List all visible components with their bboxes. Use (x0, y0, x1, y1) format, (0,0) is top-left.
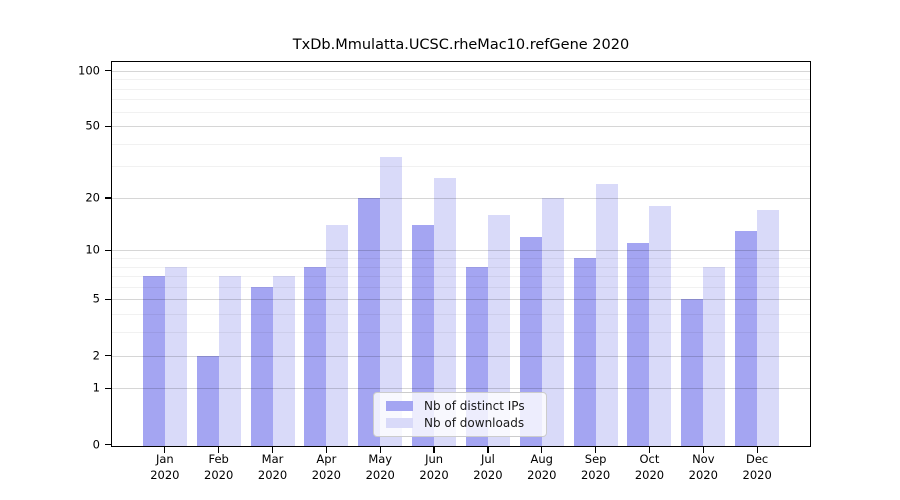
x-tick-year: 2020 (365, 467, 395, 482)
y-tick-label-5: 5 (92, 291, 100, 306)
bar-distinct-ips-mar (250, 286, 273, 447)
bar-distinct-ips-jan (142, 276, 165, 447)
legend-label-downloads: Nb of downloads (424, 416, 525, 431)
x-tick-month: Aug (530, 452, 553, 466)
x-tick-mark-apr (325, 447, 327, 453)
legend-item-distinct-ips: Nb of distinct IPs (386, 399, 540, 413)
x-tick-month: Sep (584, 452, 607, 466)
bar-downloads-aug (541, 197, 564, 447)
x-tick-mark-dec (756, 447, 758, 453)
y-tick-label-50: 50 (85, 118, 100, 133)
x-tick-month: Nov (692, 452, 715, 466)
bar-distinct-ips-sep (573, 258, 596, 447)
x-tick-year: 2020 (204, 467, 234, 482)
x-tick-month: Feb (208, 452, 229, 466)
bar-distinct-ips-feb (196, 355, 219, 447)
bar-distinct-ips-apr (304, 266, 327, 447)
x-tick-mark-jan (164, 447, 166, 453)
bar-downloads-dec (757, 210, 780, 447)
x-tick-year: 2020 (527, 467, 557, 482)
bar-downloads-jul (487, 215, 510, 447)
x-tick-label-jun: Jun 2020 (404, 452, 464, 483)
x-tick-mark-jul (487, 447, 489, 453)
y-tick-mark-20 (105, 197, 111, 199)
x-tick-mark-nov (702, 447, 704, 453)
x-tick-year: 2020 (150, 467, 180, 482)
bars-layer (111, 61, 811, 447)
x-tick-mark-aug (541, 447, 543, 453)
x-tick-month: Dec (746, 452, 769, 466)
y-tick-label-0: 0 (92, 437, 100, 451)
x-tick-month: Jul (480, 452, 495, 466)
bar-downloads-apr (326, 225, 349, 447)
bar-distinct-ips-nov (681, 299, 704, 447)
y-tick-label-10: 10 (85, 242, 100, 257)
bar-downloads-may (380, 156, 403, 447)
x-tick-label-apr: Apr 2020 (296, 452, 356, 483)
x-tick-label-jul: Jul 2020 (458, 452, 518, 483)
x-tick-label-oct: Oct 2020 (619, 452, 679, 483)
chart-title: TxDb.Mmulatta.UCSC.rheMac10.refGene 2020 (292, 37, 630, 53)
bar-downloads-jun (434, 177, 457, 447)
bar-downloads-feb (218, 276, 241, 447)
legend-swatch-downloads (386, 418, 413, 429)
bar-downloads-mar (272, 276, 295, 447)
x-tick-label-jan: Jan 2020 (135, 452, 195, 483)
x-tick-label-sep: Sep 2020 (566, 452, 626, 483)
x-tick-year: 2020 (688, 467, 718, 482)
y-tick-mark-5 (105, 298, 111, 300)
x-tick-mark-oct (648, 447, 651, 453)
y-tick-mark-1 (105, 387, 111, 389)
y-tick-mark-100 (105, 70, 111, 72)
y-tick-mark-0 (105, 443, 111, 446)
x-tick-month: Jan (155, 452, 174, 466)
legend: Nb of distinct IPs Nb of downloads (373, 392, 547, 437)
y-tick-mark-50 (105, 125, 111, 127)
bar-distinct-ips-may (358, 197, 381, 447)
x-tick-year: 2020 (634, 467, 665, 482)
x-tick-label-dec: Dec 2020 (727, 452, 787, 483)
legend-item-downloads: Nb of downloads (386, 416, 540, 430)
x-tick-label-mar: Mar 2020 (243, 452, 303, 483)
x-tick-month: May (368, 452, 393, 466)
bar-downloads-sep (595, 183, 618, 447)
x-tick-mark-may (379, 447, 381, 453)
x-tick-label-may: May 2020 (350, 452, 410, 483)
plot-area: Nb of distinct IPs Nb of downloads (111, 61, 811, 447)
x-tick-year: 2020 (257, 467, 288, 482)
x-tick-year: 2020 (742, 467, 772, 482)
legend-label-distinct-ips: Nb of distinct IPs (424, 398, 525, 413)
bar-downloads-jan (164, 266, 187, 447)
y-tick-label-1: 1 (92, 380, 100, 395)
x-tick-label-feb: Feb 2020 (189, 452, 249, 483)
x-tick-year: 2020 (419, 467, 449, 482)
y-tick-label-2: 2 (92, 348, 100, 363)
x-tick-year: 2020 (473, 467, 503, 482)
x-tick-mark-jun (433, 447, 435, 453)
y-tick-label-100: 100 (78, 63, 100, 78)
x-tick-month: Jun (425, 452, 444, 466)
y-tick-mark-10 (105, 249, 111, 251)
x-tick-month: Mar (261, 452, 284, 466)
bar-downloads-nov (703, 266, 726, 447)
x-tick-month: Oct (639, 452, 660, 466)
x-tick-month: Apr (316, 452, 337, 466)
bar-downloads-oct (649, 206, 672, 447)
y-tick-label-20: 20 (85, 190, 100, 205)
x-tick-mark-feb (218, 447, 220, 453)
x-tick-mark-mar (271, 447, 274, 453)
x-tick-year: 2020 (580, 467, 611, 482)
bar-distinct-ips-dec (735, 230, 758, 447)
bar-distinct-ips-oct (627, 243, 650, 447)
x-tick-label-aug: Aug 2020 (512, 452, 572, 483)
bar-distinct-ips-jun (412, 225, 435, 447)
x-tick-mark-sep (595, 447, 597, 453)
x-tick-year: 2020 (311, 467, 342, 482)
legend-swatch-distinct-ips (386, 400, 413, 411)
x-tick-label-nov: Nov 2020 (673, 452, 733, 483)
y-tick-mark-2 (105, 354, 111, 357)
